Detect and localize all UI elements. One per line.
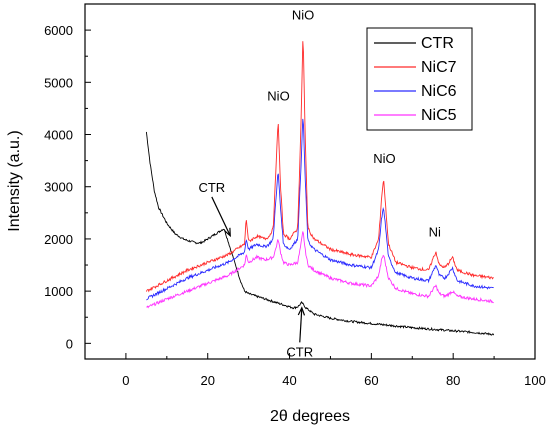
plot-series-layer (145, 41, 495, 336)
x-tick-label: 60 (364, 373, 378, 388)
legend-label-nic6: NiC6 (421, 83, 457, 100)
annotation-arrow (299, 307, 303, 343)
annotation-label: NiO (292, 8, 314, 23)
annotation-label: NiO (267, 89, 289, 104)
y-tick-label: 1000 (44, 284, 73, 299)
legend: CTR NiC7 NiC6 NiC5 (366, 27, 473, 131)
y-tick-label: 2000 (44, 232, 73, 247)
legend-label-ctr: CTR (421, 35, 454, 52)
y-tick-label: 6000 (44, 23, 73, 38)
plot-frame (84, 3, 536, 360)
annotations: NiO NiO NiO Ni CTR CTR (198, 8, 441, 360)
annotation-arrowhead (297, 306, 306, 316)
annotation-label: Ni (429, 224, 441, 239)
x-tick-label: 80 (446, 373, 460, 388)
annotation-arrowhead (223, 227, 231, 238)
y-tick-label: 0 (66, 336, 73, 351)
x-tick-label: 20 (200, 373, 214, 388)
annotation-label: CTR (286, 344, 313, 359)
series-line-nic6 (146, 118, 494, 301)
series-line-nic5 (146, 231, 494, 309)
legend-label-nic5: NiC5 (421, 107, 457, 124)
series-line-nic7 (145, 41, 494, 293)
y-axis-label: Intensity (a.u.) (6, 130, 23, 231)
y-tick-label: 5000 (44, 75, 73, 90)
x-tick-label: 0 (122, 373, 129, 388)
y-tick-label: 3000 (44, 180, 73, 195)
x-tick-label: 40 (282, 373, 296, 388)
annotation-label: NiO (373, 151, 395, 166)
legend-box (366, 27, 473, 131)
series-line-ctr (145, 131, 495, 336)
annotation-label: CTR (198, 180, 225, 195)
annotation-arrow (211, 196, 231, 237)
legend-label-nic7: NiC7 (421, 59, 457, 76)
x-axis-label: 2θ degrees (270, 408, 350, 425)
x-tick-label: 100 (524, 373, 546, 388)
y-tick-label: 4000 (44, 128, 73, 143)
